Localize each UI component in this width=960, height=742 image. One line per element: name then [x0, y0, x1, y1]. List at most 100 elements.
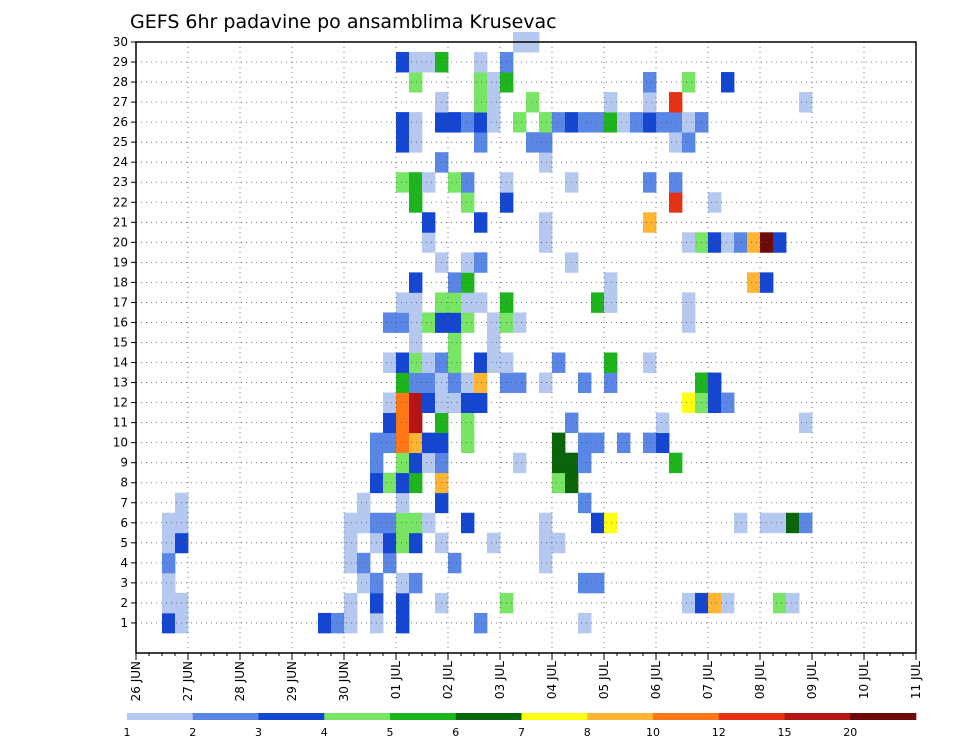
heatmap-cell: [409, 52, 423, 73]
heatmap-cell: [409, 192, 423, 213]
heatmap-cell: [396, 532, 410, 554]
x-tick-label: 29 JUN: [285, 661, 299, 701]
heatmap-cell: [396, 52, 410, 73]
heatmap-cell: [409, 572, 423, 594]
y-tick-label: 12: [113, 396, 128, 410]
legend-swatch: [324, 713, 391, 720]
heatmap-cell: [461, 112, 475, 133]
heatmap-cell: [539, 112, 553, 133]
y-tick-label: 24: [113, 155, 128, 169]
heatmap-cell: [383, 432, 397, 454]
y-tick-label: 9: [120, 456, 128, 470]
legend-swatch: [718, 713, 785, 720]
heatmap-cell: [487, 352, 501, 373]
heatmap-cell: [448, 292, 462, 313]
legend-label: 12: [712, 726, 726, 739]
heatmap-cell: [461, 312, 475, 333]
x-tick-label: 27 JUN: [181, 661, 195, 701]
x-tick-label: 11 JUL: [909, 661, 923, 699]
x-tick-label: 07 JUL: [701, 661, 715, 699]
heatmap-cell: [409, 432, 423, 454]
y-tick-label: 17: [113, 295, 128, 309]
heatmap-cell: [578, 432, 592, 454]
y-tick-label: 4: [120, 556, 128, 570]
heatmap-cell: [396, 312, 410, 333]
heatmap-cell: [383, 552, 397, 574]
heatmap-cell: [474, 92, 488, 113]
heatmap-cell: [526, 92, 540, 113]
heatmap-cell: [539, 512, 553, 534]
heatmap-cell: [643, 92, 657, 113]
heatmap-cell: [474, 132, 488, 153]
heatmap-cell: [591, 432, 605, 454]
heatmap-cell: [461, 252, 475, 273]
heatmap-cell: [383, 392, 397, 413]
heatmap-cell: [513, 112, 527, 133]
y-tick-label: 21: [113, 215, 128, 229]
heatmap-cell: [721, 232, 735, 253]
heatmap-cell: [474, 352, 488, 373]
heatmap-cell: [708, 392, 722, 413]
heatmap-cell: [487, 332, 501, 353]
heatmap-cell: [396, 172, 410, 193]
heatmap-cell: [396, 352, 410, 373]
heatmap-cell: [409, 132, 423, 153]
legend-label: 2: [189, 726, 196, 739]
heatmap-cell: [357, 552, 371, 574]
heatmap-cell: [474, 392, 488, 413]
legend-label: 7: [518, 726, 525, 739]
heatmap-cell: [396, 472, 410, 494]
heatmap-cell: [578, 372, 592, 393]
x-tick-label: 06 JUL: [649, 661, 663, 699]
heatmap-cell: [682, 392, 696, 413]
heatmap-cell: [721, 392, 735, 413]
legend-swatch: [784, 713, 851, 720]
heatmap-cell: [604, 352, 618, 373]
heatmap-cell: [448, 112, 462, 133]
heatmap-cell: [669, 92, 683, 113]
x-tick-label: 28 JUN: [233, 661, 247, 701]
heatmap-cell: [604, 92, 618, 113]
legend-swatch: [127, 713, 194, 720]
heatmap-cell: [656, 432, 670, 454]
heatmap-cell: [461, 272, 475, 293]
heatmap-cell: [539, 372, 553, 393]
heatmap-cell: [461, 372, 475, 393]
heatmap-cell: [409, 412, 423, 434]
heatmap-cell: [474, 292, 488, 313]
heatmap-cell: [461, 172, 475, 193]
heatmap-cell: [669, 112, 683, 133]
heatmap-cell: [474, 212, 488, 233]
legend-label: 15: [778, 726, 792, 739]
heatmap-cell: [409, 372, 423, 393]
legend-swatch: [653, 713, 720, 720]
heatmap-cell: [344, 532, 358, 554]
heatmap-cell: [448, 372, 462, 393]
heatmap-cell: [396, 112, 410, 133]
heatmap-cell: [799, 512, 813, 534]
heatmap-cell: [318, 612, 332, 634]
heatmap-cell: [669, 192, 683, 213]
y-tick-label: 5: [120, 536, 128, 550]
heatmap-cell: [604, 372, 618, 393]
heatmap-cell: [487, 532, 501, 554]
heatmap-cell: [461, 392, 475, 413]
heatmap-cell: [409, 532, 423, 554]
heatmap-cell: [357, 512, 371, 534]
heatmap-cell: [487, 312, 501, 333]
heatmap-cell: [422, 312, 436, 333]
heatmap-cell: [682, 112, 696, 133]
y-tick-label: 19: [113, 255, 128, 269]
heatmap-cell: [357, 572, 371, 594]
heatmap-cell: [422, 352, 436, 373]
y-tick-label: 11: [113, 416, 128, 430]
heatmap-cell: [578, 572, 592, 594]
legend-swatch: [521, 713, 588, 720]
y-tick-label: 2: [120, 596, 128, 610]
heatmap-cell: [461, 412, 475, 434]
heatmap-cell: [409, 312, 423, 333]
heatmap-cell: [643, 352, 657, 373]
heatmap-cell: [799, 412, 813, 434]
heatmap-cell: [422, 372, 436, 393]
heatmap-cell: [604, 292, 618, 313]
